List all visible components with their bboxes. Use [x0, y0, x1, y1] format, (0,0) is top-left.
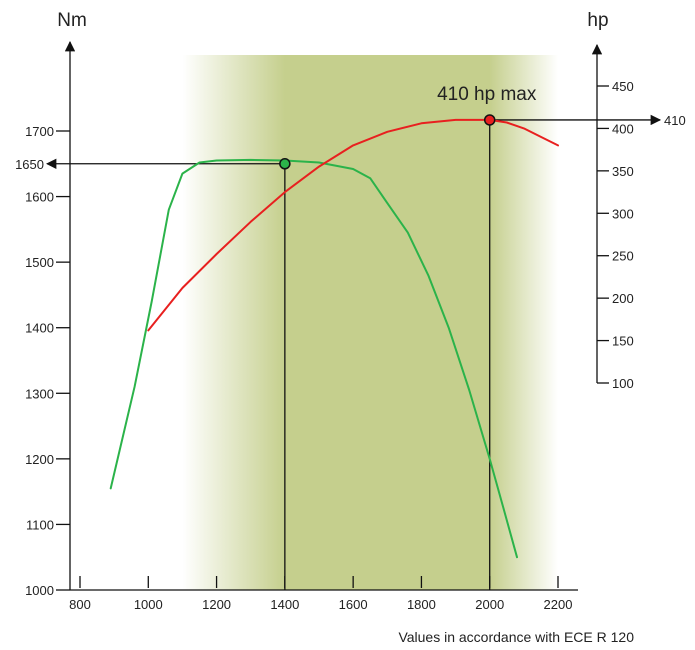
- right-tick-label-250: 250: [612, 249, 634, 264]
- peak-markers: [279, 114, 496, 170]
- right-tick-label-100: 100: [612, 376, 634, 391]
- left-axis-ticks: 1000 1100 1200 1300 1400 1500 1600 1700: [25, 124, 70, 598]
- left-tick-label-1400: 1400: [25, 321, 54, 336]
- x-tick-label-1600: 1600: [339, 597, 368, 612]
- max-power-annotation: 410 hp max: [437, 84, 537, 105]
- left-tick-label-1500: 1500: [25, 255, 54, 270]
- x-axis-ticks: 800 1000 1200 1400 1600 1800 2000 2200: [69, 576, 572, 612]
- power-peak-marker: [483, 114, 496, 126]
- rpm-operating-band: [182, 55, 558, 590]
- left-tick-label-1000: 1000: [25, 583, 54, 598]
- x-tick-label-1800: 1800: [407, 597, 436, 612]
- right-tick-label-450: 450: [612, 79, 634, 94]
- power-curve: [147, 118, 559, 332]
- x-tick-label-1200: 1200: [202, 597, 231, 612]
- right-tick-label-300: 300: [612, 206, 634, 221]
- torque-peak-label: 1650: [15, 157, 44, 172]
- left-tick-label-1200: 1200: [25, 452, 54, 467]
- right-tick-label-400: 400: [612, 121, 634, 136]
- footnote: Values in accordance with ECE R 120: [398, 629, 634, 645]
- right-tick-label-350: 350: [612, 164, 634, 179]
- right-tick-label-200: 200: [612, 291, 634, 306]
- axes: [64, 40, 603, 591]
- x-tick-label-2000: 2000: [475, 597, 504, 612]
- left-tick-label-1100: 1100: [26, 517, 54, 532]
- right-axis-ticks: 100 150 200 250 300 350 400 450: [597, 79, 634, 391]
- x-tick-label-2200: 2200: [544, 597, 573, 612]
- x-tick-label-1400: 1400: [270, 597, 299, 612]
- x-tick-label-1000: 1000: [134, 597, 163, 612]
- left-axis-unit: Nm: [57, 10, 87, 31]
- left-tick-label-1700: 1700: [25, 124, 54, 139]
- torque-peak-marker: [279, 158, 291, 170]
- x-tick-label-800: 800: [69, 597, 91, 612]
- torque-curve: [109, 158, 518, 559]
- series-lines: [109, 118, 559, 559]
- left-tick-label-1600: 1600: [25, 190, 54, 205]
- left-tick-label-1300: 1300: [25, 386, 54, 401]
- right-tick-label-150: 150: [612, 334, 634, 349]
- power-peak-label: 410: [664, 113, 686, 128]
- marker-guide-lines: 1650 410: [15, 113, 686, 590]
- right-axis-unit: hp: [587, 10, 608, 31]
